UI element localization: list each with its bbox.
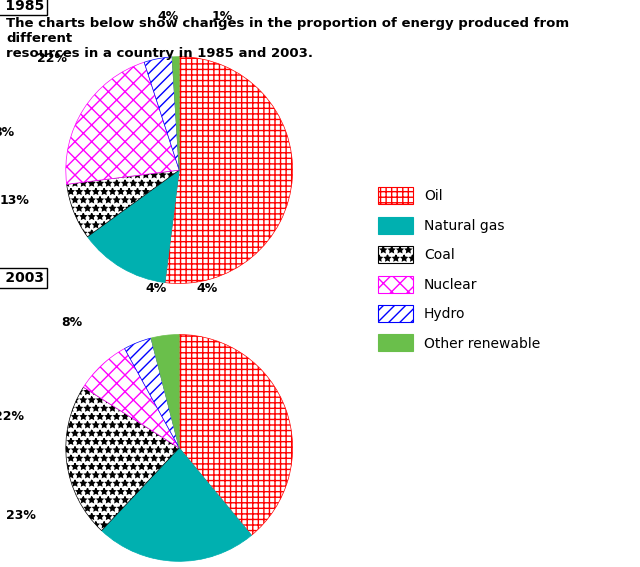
Text: 8%: 8% <box>0 126 14 139</box>
Text: 22%: 22% <box>0 409 24 422</box>
Wedge shape <box>165 57 292 284</box>
Wedge shape <box>125 338 179 448</box>
Wedge shape <box>144 57 179 170</box>
Wedge shape <box>83 349 179 448</box>
Wedge shape <box>172 57 179 170</box>
Wedge shape <box>67 170 179 237</box>
Text: 4%: 4% <box>146 282 167 295</box>
Text: 4%: 4% <box>197 282 218 295</box>
Text: 23%: 23% <box>6 509 35 522</box>
Wedge shape <box>179 335 292 535</box>
Wedge shape <box>66 387 179 531</box>
Legend: Oil, Natural gas, Coal, Nuclear, Hydro, Other renewable: Oil, Natural gas, Coal, Nuclear, Hydro, … <box>378 187 540 352</box>
Text: 8%: 8% <box>61 316 82 329</box>
Wedge shape <box>66 62 179 184</box>
Text: in 1985: in 1985 <box>0 0 45 12</box>
Text: 13%: 13% <box>0 194 29 207</box>
Wedge shape <box>88 170 179 282</box>
Text: 1%: 1% <box>211 10 232 23</box>
Text: 52%: 52% <box>122 373 152 386</box>
Wedge shape <box>151 335 179 448</box>
Text: in 2003: in 2003 <box>0 271 44 285</box>
Text: 22%: 22% <box>36 52 67 65</box>
Text: 4%: 4% <box>157 10 179 23</box>
Text: The charts below show changes in the proportion of energy produced from differen: The charts below show changes in the pro… <box>6 17 570 60</box>
Wedge shape <box>102 448 252 561</box>
